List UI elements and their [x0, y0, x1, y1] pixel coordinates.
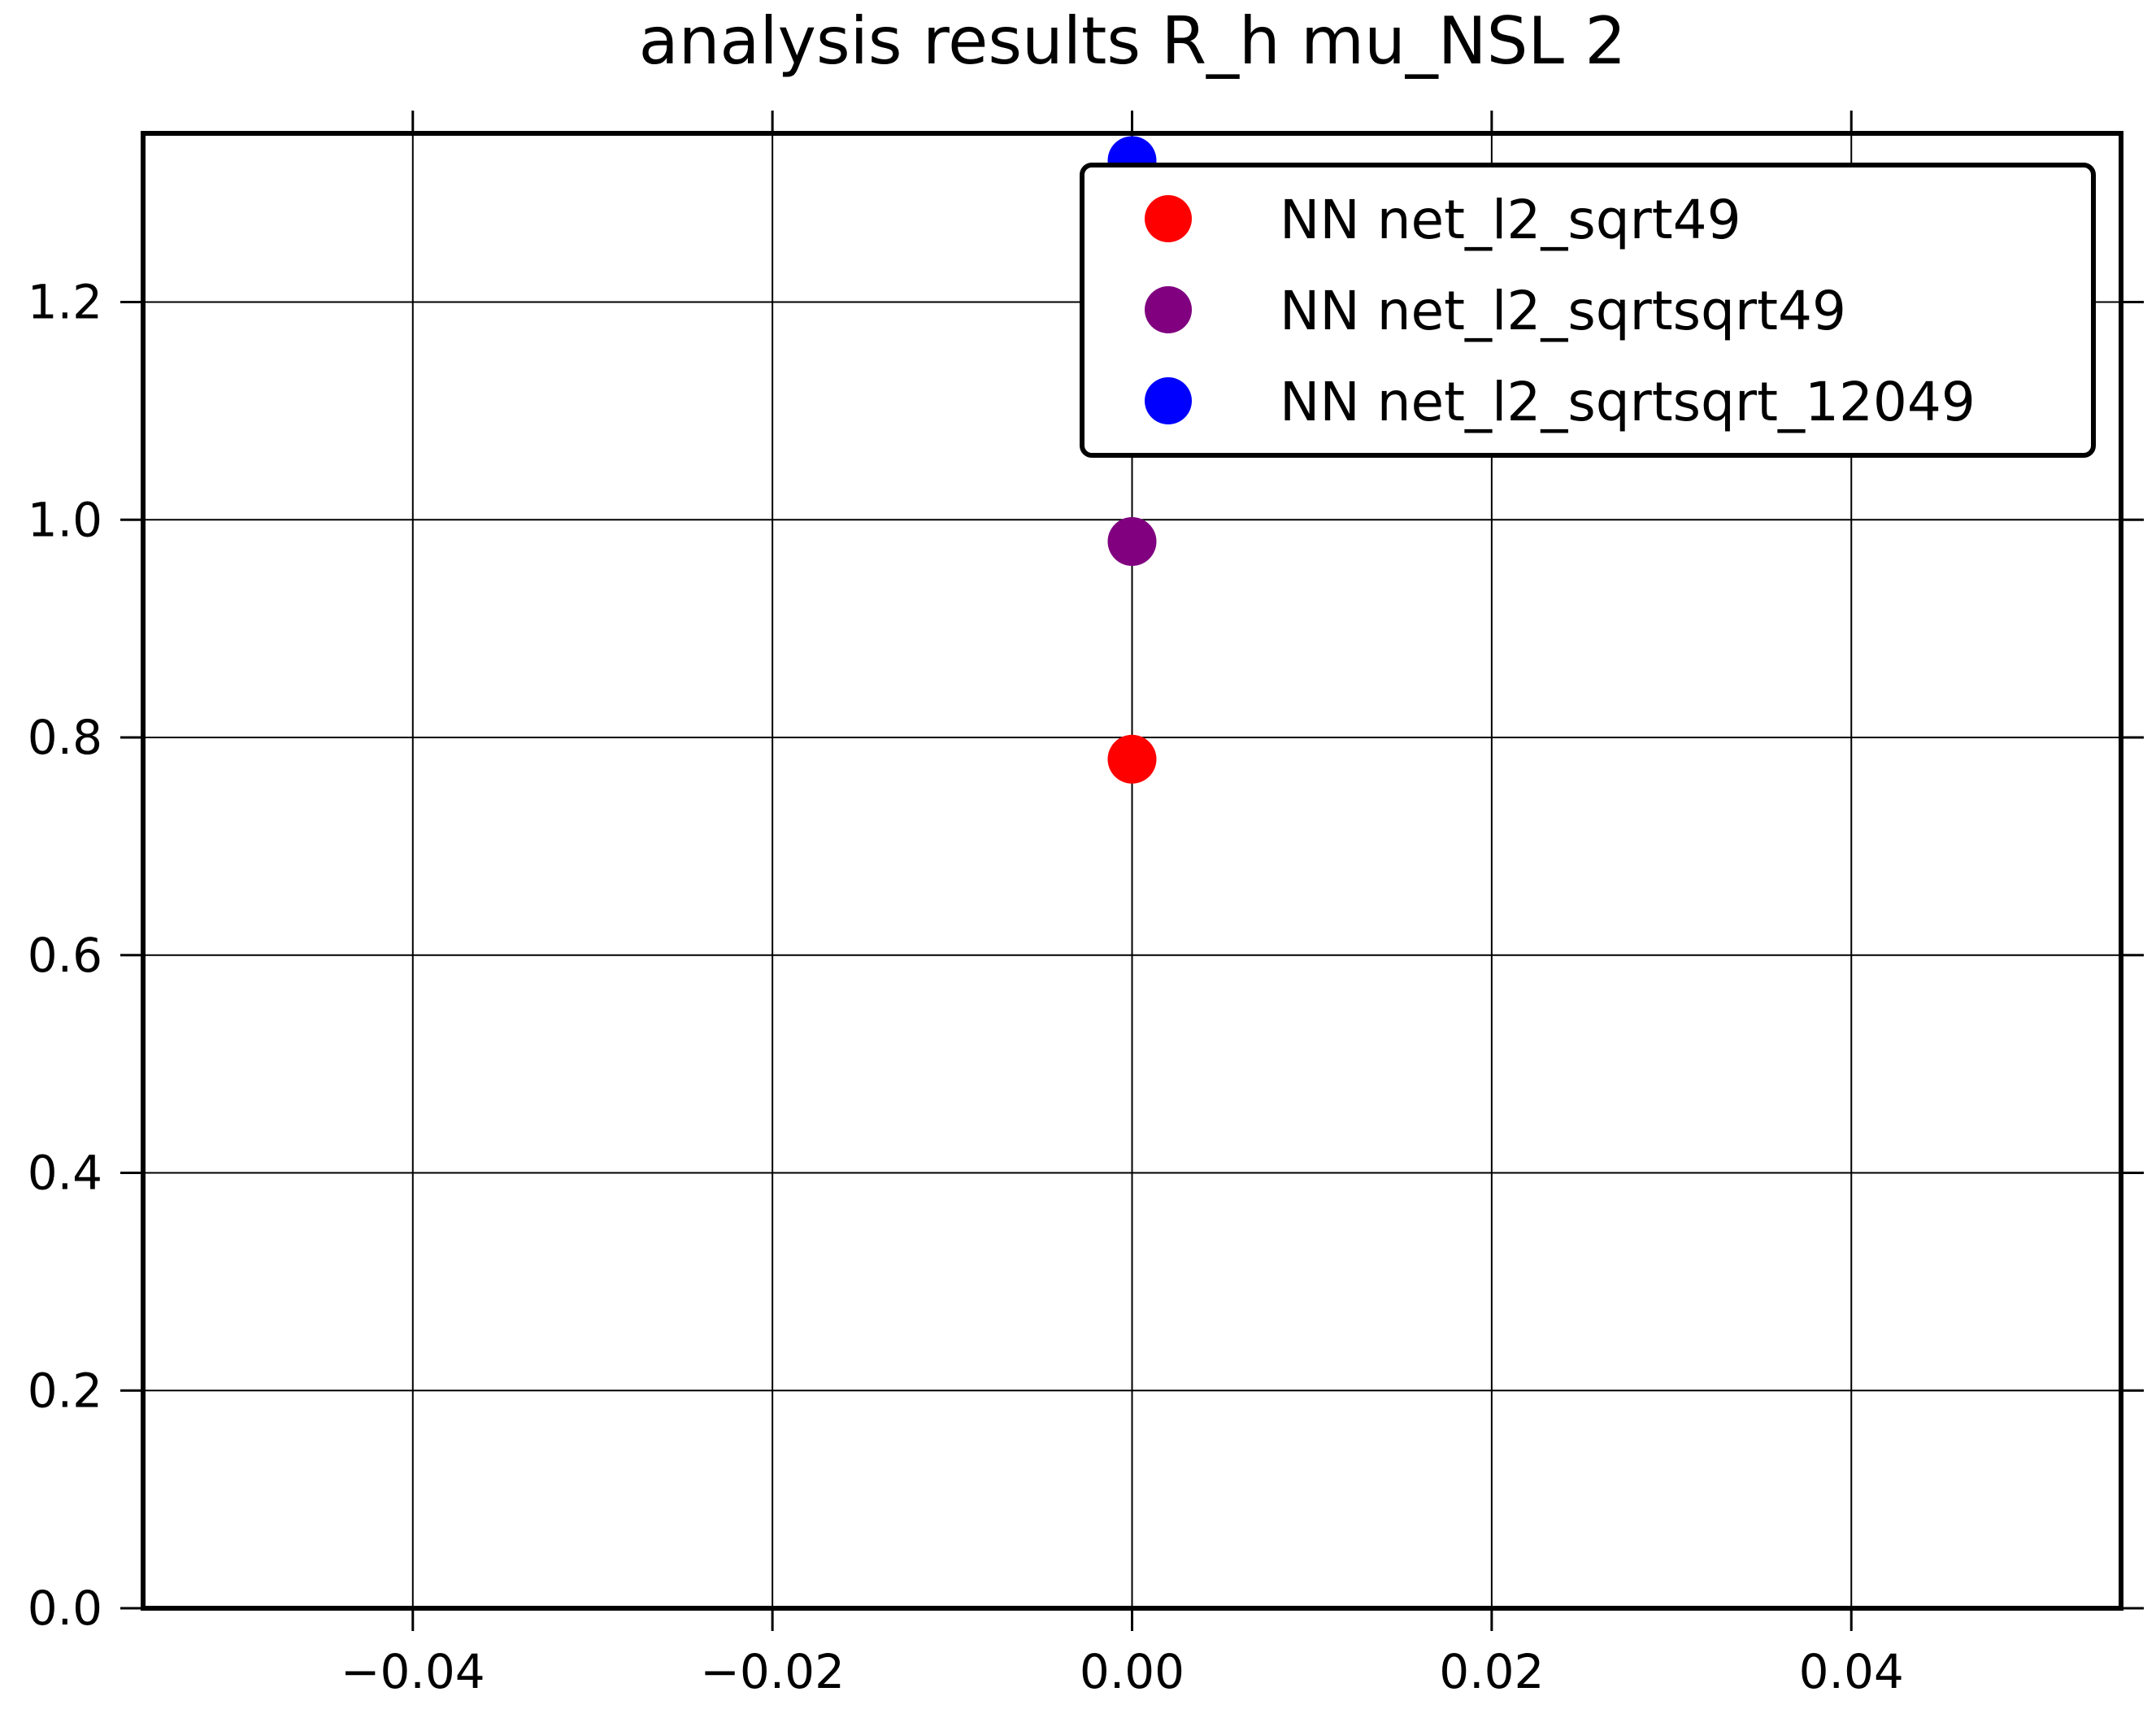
chart-title: analysis results R_h mu_NSL 2	[639, 3, 1627, 79]
data-point-series-1	[1107, 517, 1157, 567]
y-tick-label: 0.8	[28, 710, 102, 765]
legend-marker	[1145, 377, 1192, 424]
x-tick-label: −0.04	[341, 1644, 485, 1699]
x-tick-label: 0.04	[1799, 1644, 1904, 1699]
legend: NN net_l2_sqrt49 NN net_l2_sqrtsqrt49 NN n…	[1080, 163, 2096, 458]
y-tick-label: 0.4	[28, 1146, 102, 1201]
axis-ticks: −0.04 −0.02 0.00 0.02 0.04 0.0 0.2 0.4 0.6 0.8 1.0…	[28, 111, 2144, 1699]
x-tick-label: 0.02	[1439, 1644, 1544, 1699]
legend-label: NN net_l2_sqrt49	[1280, 189, 1741, 251]
legend-marker	[1145, 286, 1192, 333]
x-tick-label: 0.00	[1080, 1644, 1184, 1699]
legend-label: NN net_l2_sqrtsqrt49	[1280, 280, 1846, 342]
legend-marker	[1145, 195, 1192, 242]
plot-frame	[141, 131, 2123, 1611]
data-point-series-0	[1107, 734, 1157, 784]
legend-box	[1080, 163, 2096, 458]
legend-label: NN net_l2_sqrtsqrt_12049	[1280, 371, 1976, 433]
y-tick-label: 0.2	[28, 1363, 102, 1418]
x-tick-label: −0.02	[700, 1644, 845, 1699]
y-tick-label: 1.2	[28, 275, 102, 330]
y-tick-label: 0.6	[28, 928, 102, 983]
y-tick-label: 0.0	[28, 1581, 102, 1636]
y-tick-label: 1.0	[28, 492, 102, 547]
